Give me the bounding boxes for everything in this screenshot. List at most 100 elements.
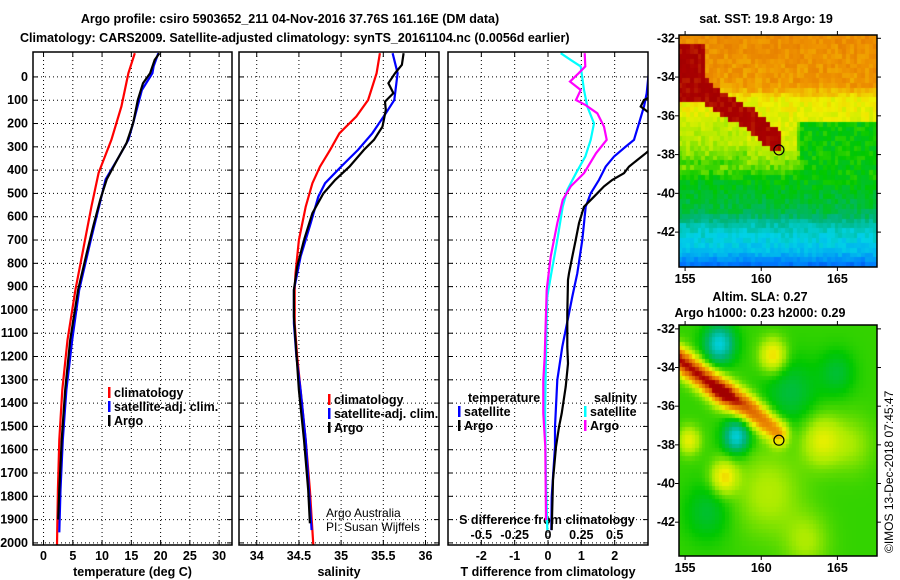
x-tick-label: 20 (154, 549, 168, 563)
legend-label: satellite (464, 405, 511, 419)
legend-swatch (458, 420, 461, 431)
legend-swatch (328, 422, 331, 433)
x-tick-label: 0 (545, 549, 552, 563)
y-tick-label: 900 (7, 280, 28, 294)
lat-tick-label: -34 (657, 361, 675, 375)
x-tick-label: -1 (509, 549, 520, 563)
x-tick-label: -2 (476, 549, 487, 563)
legend-title: temperature (468, 391, 540, 405)
legend-swatch (584, 406, 587, 417)
argo-position-marker (773, 144, 785, 156)
y-tick-label: 800 (7, 256, 28, 270)
y-tick-label: 1700 (0, 466, 28, 480)
lon-tick-label: 155 (675, 272, 696, 286)
legend-label: satellite-adj. clim. (334, 407, 438, 421)
y-tick-label: 500 (7, 186, 28, 200)
legend-label: satellite-adj. clim. (114, 400, 218, 414)
legend-swatch (458, 406, 461, 417)
lat-tick-label: -38 (657, 148, 675, 162)
x-tick-label: 35.5 (371, 549, 395, 563)
lat-tick-label: -40 (657, 186, 675, 200)
s-diff-tick-label: -0.5 (471, 528, 493, 542)
x-tick-label: 25 (183, 549, 197, 563)
s-diff-tick-label: 0.5 (606, 528, 623, 542)
y-tick-label: 400 (7, 163, 28, 177)
lat-tick-label: -36 (657, 109, 675, 123)
argo-position-marker (773, 434, 785, 446)
lat-tick-label: -38 (657, 438, 675, 452)
y-tick-label: 1400 (0, 396, 28, 410)
series-line-salinity-argo (542, 53, 608, 521)
series-line-argo (292, 53, 405, 524)
y-tick-label: 1200 (0, 350, 28, 364)
x-tick-label: 1 (578, 549, 585, 563)
legend-label: satellite (590, 405, 637, 419)
s-diff-tick-label: -0.25 (500, 528, 529, 542)
sla-map-title: Altim. SLA: 0.27 (712, 290, 807, 304)
lat-tick-label: -42 (657, 225, 675, 239)
lat-tick-label: -36 (657, 399, 675, 413)
y-tick-label: 2000 (0, 536, 28, 550)
profile-panel-temperature: 0100200300400500600700800900100011001200… (0, 51, 233, 579)
profile-panel-salinity: 34 34.5 35 35.5 36 salinity climatologysatelli… (238, 51, 440, 579)
series-line-salinity-satellite (543, 52, 596, 531)
credit-line-2: PI: Susan Wijffels (326, 520, 420, 534)
lon-tick-label: 165 (827, 272, 848, 286)
legend-swatch (108, 415, 111, 426)
y-tick-label: 600 (7, 210, 28, 224)
x-tick-label: 5 (69, 549, 76, 563)
y-tick-label: 700 (7, 233, 28, 247)
sst-map-title: sat. SST: 19.8 Argo: 19 (699, 12, 833, 26)
legend-swatch (328, 408, 331, 419)
x-tick-label: 0 (40, 549, 47, 563)
series-line-climatology (55, 52, 136, 545)
series-line-argo (57, 52, 161, 520)
title-line-1: Argo profile: csiro 5903652_211 04-Nov-2… (81, 12, 499, 26)
series-line-temperature-argo (550, 96, 648, 531)
map-frame (678, 34, 878, 268)
lat-tick-label: -32 (657, 31, 675, 45)
y-tick-label: 1500 (0, 419, 28, 433)
copyright-text: ©IMOS 13-Dec-2018 07:45:47 (882, 390, 896, 553)
lon-tick-label: 165 (827, 561, 848, 575)
legend-label: Argo (590, 419, 620, 433)
legend-label: Argo (464, 419, 494, 433)
x-tick-label: 35 (334, 549, 348, 563)
y-tick-label: 1300 (0, 373, 28, 387)
series-line-satellite-adj-clim- (292, 52, 399, 531)
panel-frame (447, 51, 649, 546)
panel-frame (32, 51, 233, 546)
y-tick-label: 0 (21, 70, 28, 84)
sst-map-image (679, 35, 877, 267)
lon-tick-label: 160 (751, 272, 772, 286)
x-axis-label: salinity (317, 565, 360, 579)
y-tick-label: 300 (7, 140, 28, 154)
legend-label: climatology (334, 393, 404, 407)
y-tick-label: 1100 (1, 326, 28, 340)
x-axis-label: temperature (deg C) (73, 565, 192, 579)
legend-label: climatology (114, 386, 184, 400)
legend-label: Argo (114, 414, 144, 428)
x-tick-label: 36 (419, 549, 433, 563)
sla-map-axes: 155 160 165 -32 -34 -36 -38 -40 -42 (657, 321, 881, 575)
x-tick-label: 30 (212, 549, 226, 563)
x-tick-label: 15 (124, 549, 138, 563)
lat-tick-label: -40 (657, 477, 675, 491)
credit-line-1: Argo Australia (326, 506, 401, 520)
y-tick-label: 1000 (0, 303, 28, 317)
y-tick-label: 200 (7, 117, 28, 131)
lon-tick-label: 155 (675, 561, 696, 575)
x-tick-label: 2 (611, 549, 618, 563)
lat-tick-label: -34 (657, 70, 675, 84)
s-diff-tick-label: 0 (545, 528, 552, 542)
x-axis-label: T difference from climatology (460, 565, 635, 579)
profile-panel-difference: -2 -1 0 1 2 T difference from climatology -0.5… (447, 51, 649, 579)
lon-tick-label: 160 (751, 561, 772, 575)
x-tick-label: 10 (95, 549, 109, 563)
s-diff-tick-label: 0.25 (569, 528, 593, 542)
series-line-temperature-satellite (550, 69, 648, 531)
y-tick-label: 1600 (0, 443, 28, 457)
title-line-2: Climatology: CARS2009. Satellite-adjuste… (20, 31, 570, 45)
sla-map-subtitle: Argo h1000: 0.23 h2000: 0.29 (675, 306, 846, 320)
sla-map-image (679, 325, 877, 556)
